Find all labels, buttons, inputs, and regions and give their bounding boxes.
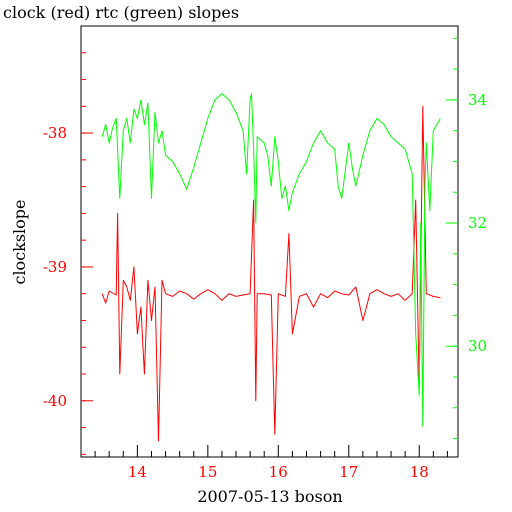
x-axis-ticks (94, 445, 448, 457)
x-axis-label: 2007-05-13 boson (197, 487, 342, 506)
left-tick-label: -40 (43, 392, 67, 410)
series-line-clock (101, 105, 441, 442)
chart-title: clock (red) rtc (green) slopes (3, 3, 239, 22)
x-tick-label: 16 (269, 463, 288, 481)
y-axis-label: clockslope (10, 199, 29, 284)
right-axis-minor-ticks (453, 37, 458, 440)
left-tick-label: -39 (43, 258, 67, 276)
plot-frame (80, 25, 459, 458)
series-line-rtc (101, 93, 441, 427)
series-layer (101, 93, 441, 442)
x-tick-label: 15 (198, 463, 217, 481)
right-tick-label: 32 (468, 214, 487, 232)
x-tick-label: 17 (339, 463, 358, 481)
left-axis-minor-ticks (81, 52, 86, 455)
left-tick-label: -38 (43, 124, 67, 142)
right-tick-label: 30 (468, 337, 487, 355)
x-tick-label: 14 (128, 463, 147, 481)
right-tick-label: 34 (468, 91, 487, 109)
x-tick-label: 18 (410, 463, 429, 481)
tick-labels: 14 15 16 17 18 -38 -39 -40 34 32 30 (43, 91, 487, 481)
